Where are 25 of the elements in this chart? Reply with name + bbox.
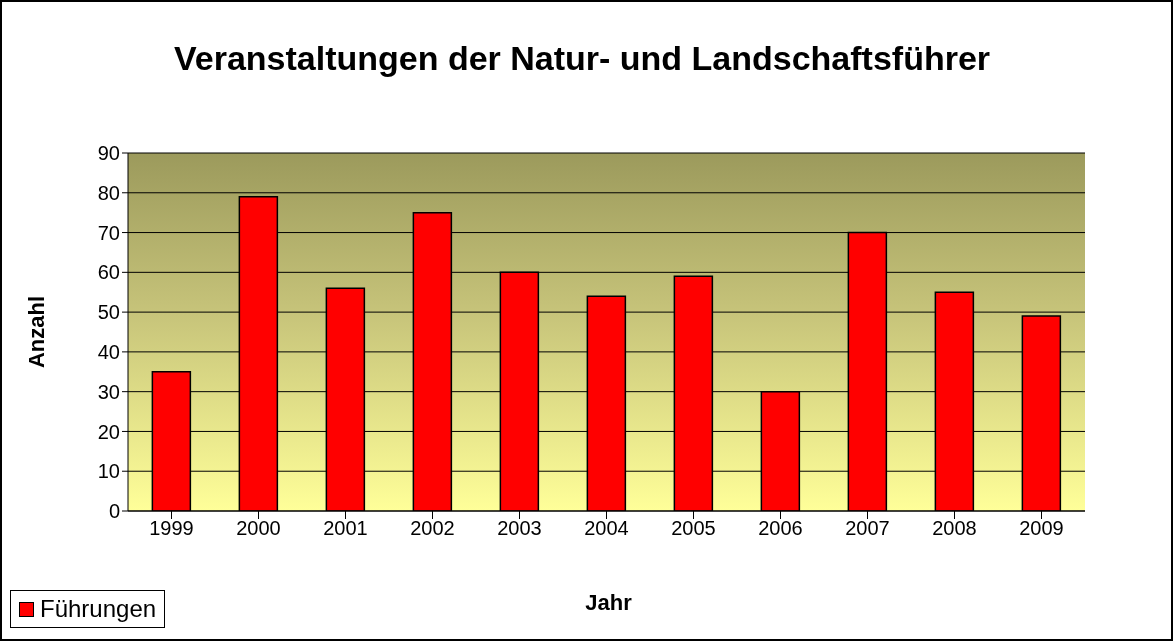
y-axis-title: Anzahl (24, 294, 50, 371)
legend-label: Führungen (40, 595, 157, 623)
y-tick-label: 10 (97, 460, 120, 483)
x-tick-label: 2008 (932, 517, 977, 540)
x-tick-label: 2001 (323, 517, 368, 540)
chart-title: Veranstaltungen der Natur- und Landschaftsführer (172, 38, 992, 79)
x-tick-label: 2003 (497, 517, 542, 540)
y-tick-label: 70 (97, 221, 120, 244)
x-tick-label: 1999 (149, 517, 194, 540)
x-tick-label: 2006 (758, 517, 803, 540)
y-tick-label: 20 (97, 420, 120, 443)
y-tick-label: 50 (97, 301, 120, 324)
y-tick-label: 90 (97, 142, 120, 165)
x-tick-label: 2007 (845, 517, 890, 540)
x-tick-label: 2002 (410, 517, 455, 540)
x-tick-label: 2009 (1019, 517, 1064, 540)
x-axis-title: Jahr (585, 590, 632, 615)
y-tick-label: 0 (108, 500, 120, 523)
x-tick-label: 2004 (584, 517, 629, 540)
x-tick-label: 2000 (236, 517, 281, 540)
y-tick-label: 60 (97, 261, 120, 284)
y-tick-label: 30 (97, 380, 120, 403)
y-tick-label: 40 (97, 340, 120, 363)
y-tick-label: 80 (97, 181, 120, 204)
x-tick-label: 2005 (671, 517, 716, 540)
